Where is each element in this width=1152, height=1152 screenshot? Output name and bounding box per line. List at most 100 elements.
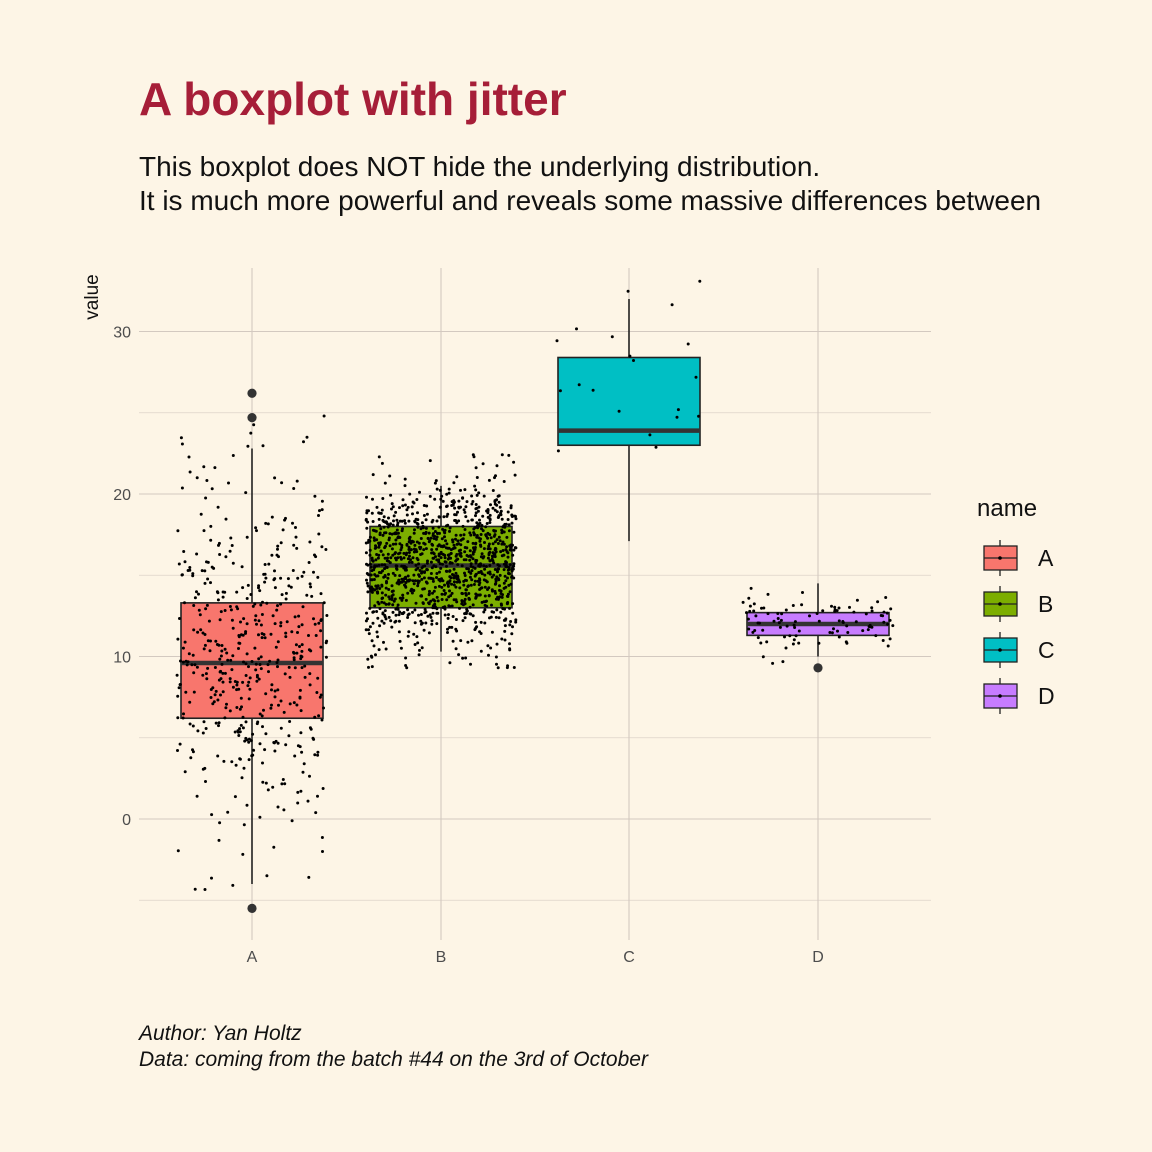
jitter-point	[461, 537, 465, 541]
jitter-point	[466, 519, 470, 523]
jitter-point	[443, 535, 446, 539]
jitter-point	[428, 613, 432, 617]
jitter-point	[405, 508, 409, 512]
jitter-point	[176, 749, 179, 752]
jitter-point	[456, 563, 460, 567]
jitter-point	[317, 714, 321, 718]
jitter-point	[412, 550, 416, 554]
jitter-point	[254, 668, 258, 672]
jitter-point	[244, 720, 248, 724]
jitter-point	[382, 520, 386, 523]
jitter-point	[479, 533, 483, 536]
jitter-point	[369, 565, 373, 569]
jitter-point	[448, 625, 452, 629]
jitter-point	[422, 541, 426, 545]
jitter-point	[176, 694, 180, 698]
jitter-point	[498, 584, 501, 588]
jitter-point	[765, 640, 769, 644]
jitter-point	[675, 415, 679, 419]
jitter-point	[192, 690, 196, 694]
jitter-point	[468, 612, 472, 616]
jitter-point	[511, 567, 515, 571]
jitter-point	[471, 603, 475, 607]
jitter-point	[463, 578, 467, 582]
jitter-point	[388, 532, 392, 536]
jitter-point	[474, 541, 478, 545]
jitter-point	[418, 490, 421, 494]
jitter-point	[457, 499, 461, 503]
jitter-point	[424, 526, 428, 530]
jitter-point	[233, 795, 237, 799]
jitter-point	[270, 703, 273, 707]
jitter-point	[794, 634, 798, 638]
jitter-point	[289, 585, 293, 589]
jitter-point	[435, 622, 439, 626]
jitter-point	[495, 575, 499, 579]
jitter-point	[422, 548, 426, 552]
jitter-point	[380, 508, 384, 512]
jitter-point	[394, 532, 398, 536]
jitter-point	[509, 620, 513, 623]
jitter-point	[498, 573, 502, 577]
jitter-point	[321, 787, 325, 790]
jitter-point	[240, 565, 244, 569]
jitter-point	[403, 484, 407, 488]
jitter-point	[455, 577, 459, 581]
jitter-point	[389, 556, 393, 560]
jitter-point	[443, 553, 447, 557]
jitter-point	[474, 488, 478, 492]
jitter-point	[188, 700, 192, 704]
y-tick-label: 10	[113, 650, 131, 667]
jitter-point	[244, 674, 248, 677]
jitter-point	[237, 634, 241, 637]
jitter-point	[453, 575, 457, 578]
jitter-point	[480, 600, 484, 604]
jitter-point	[445, 598, 449, 602]
jitter-point	[314, 811, 318, 815]
jitter-point	[488, 513, 492, 517]
jitter-point	[398, 580, 402, 584]
jitter-point	[188, 470, 192, 474]
jitter-point	[428, 589, 431, 593]
jitter-point	[882, 610, 886, 614]
jitter-point	[378, 533, 382, 537]
jitter-point	[412, 531, 416, 535]
jitter-point	[374, 558, 378, 562]
jitter-point	[298, 688, 302, 692]
jitter-point	[221, 680, 225, 684]
jitter-point	[320, 836, 324, 839]
jitter-point	[793, 626, 797, 629]
jitter-point	[375, 630, 379, 634]
jitter-point	[290, 819, 294, 823]
jitter-point	[376, 584, 380, 588]
jitter-point	[400, 529, 404, 533]
jitter-point	[394, 556, 397, 560]
jitter-point	[474, 503, 478, 506]
jitter-point	[509, 504, 513, 508]
jitter-point	[223, 671, 227, 675]
jitter-point	[216, 598, 220, 602]
jitter-point	[445, 542, 449, 546]
jitter-point	[218, 553, 222, 556]
jitter-point	[473, 579, 477, 583]
jitter-point	[395, 567, 398, 570]
jitter-point	[219, 669, 223, 673]
jitter-point	[496, 666, 500, 670]
jitter-point	[206, 666, 210, 670]
jitter-point	[510, 632, 514, 636]
jitter-point	[379, 527, 383, 531]
jitter-point	[452, 567, 456, 571]
jitter-point	[191, 653, 195, 657]
jitter-point	[288, 702, 292, 706]
jitter-point	[771, 661, 775, 665]
jitter-point	[205, 603, 209, 607]
jitter-point	[371, 528, 375, 532]
jitter-point	[456, 539, 460, 543]
legend-key-point	[998, 694, 1002, 698]
jitter-point	[474, 561, 478, 565]
jitter-point	[298, 696, 302, 700]
jitter-point	[462, 508, 466, 512]
jitter-point	[389, 619, 393, 623]
x-tick-label: A	[247, 949, 258, 966]
jitter-point	[476, 593, 480, 597]
